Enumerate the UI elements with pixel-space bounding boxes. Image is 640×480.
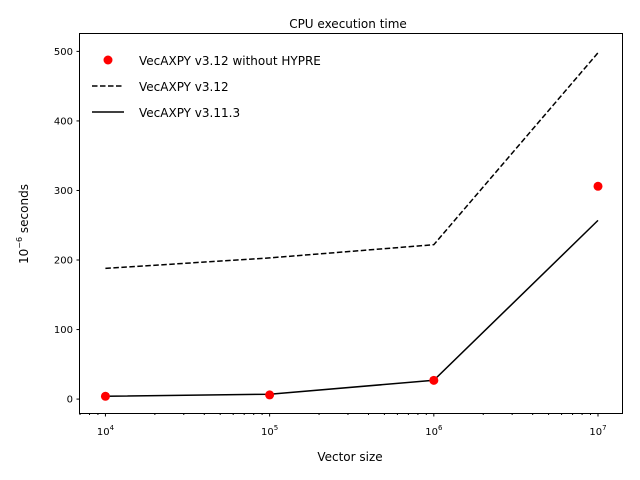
point-vecaxpy-v3-12-without-hypre-3 xyxy=(593,181,603,191)
chart-title: CPU execution time xyxy=(289,17,407,31)
y-axis-label-suffix: seconds xyxy=(17,184,31,237)
x-tick-label: 106 xyxy=(425,424,443,438)
plot-frame xyxy=(79,33,623,414)
y-tick-label: 400 xyxy=(54,116,73,127)
x-tick-label: 105 xyxy=(261,424,278,438)
y-tick-label: 100 xyxy=(54,325,73,336)
x-tick-base: 10 xyxy=(261,427,274,438)
legend-label-vecaxpy-v3-11-3: VecAXPY v3.11.3 xyxy=(139,106,240,120)
y-axis-ticks: 0 100 200 300 400 500 xyxy=(54,47,80,406)
legend: VecAXPY v3.12 without HYPRE VecAXPY v3.12… xyxy=(92,54,321,120)
y-axis-label-exponent: −6 xyxy=(15,237,24,249)
x-tick-base: 10 xyxy=(589,427,602,438)
x-tick-exponent: 4 xyxy=(110,424,115,432)
series-line-vecaxpy-v3-11-3 xyxy=(105,219,599,398)
plot-marks xyxy=(100,52,603,401)
x-tick-label: 104 xyxy=(97,424,115,438)
x-axis-ticks: 104 105 106 107 xyxy=(79,413,607,438)
x-tick-exponent: 5 xyxy=(274,424,278,432)
y-tick-label: 200 xyxy=(54,256,73,267)
point-vecaxpy-v3-12-without-hypre-2 xyxy=(429,375,439,385)
y-axis-label-base: 10 xyxy=(17,249,31,264)
legend-marker-vecaxpy-v3-12-without-hypre xyxy=(103,55,113,65)
x-tick-base: 10 xyxy=(97,427,110,438)
x-tick-exponent: 6 xyxy=(438,424,443,432)
y-tick-label: 500 xyxy=(54,47,73,58)
y-tick-label: 300 xyxy=(54,186,73,197)
series-line-vecaxpy-v3-12 xyxy=(105,52,599,270)
x-tick-base: 10 xyxy=(425,427,438,438)
x-tick-label: 107 xyxy=(589,424,606,438)
legend-label-vecaxpy-v3-12: VecAXPY v3.12 xyxy=(139,80,229,94)
point-vecaxpy-v3-12-without-hypre-0 xyxy=(100,391,110,401)
point-vecaxpy-v3-12-without-hypre-1 xyxy=(265,390,275,400)
x-axis-label: Vector size xyxy=(317,450,382,464)
legend-label-vecaxpy-v3-12-without-hypre: VecAXPY v3.12 without HYPRE xyxy=(139,54,321,68)
x-tick-exponent: 7 xyxy=(602,424,606,432)
y-tick-label: 0 xyxy=(67,395,73,406)
y-axis-label: 10−6 seconds xyxy=(15,184,31,264)
